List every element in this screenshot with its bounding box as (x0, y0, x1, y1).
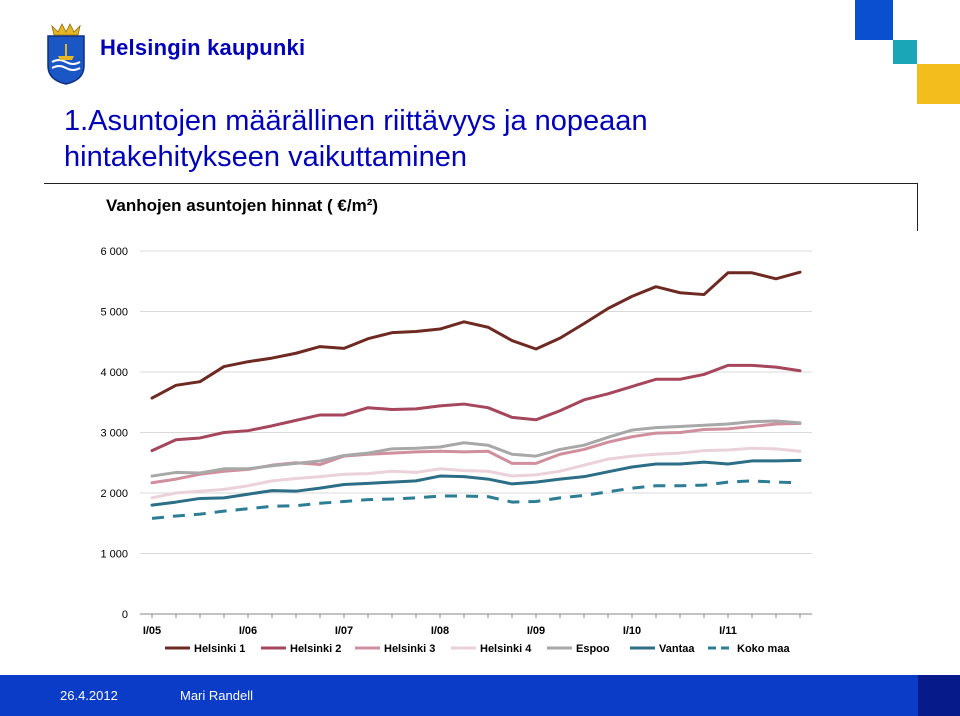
footer-corner (918, 675, 960, 716)
series-line-helsinki-4 (150, 446, 802, 500)
y-tick-label: 1 000 (100, 549, 128, 561)
legend-label: Helsinki 4 (480, 643, 532, 655)
series-line-helsinki-2 (150, 363, 802, 453)
y-tick-label: 0 (122, 609, 128, 621)
x-tick-label: I/08 (431, 625, 449, 637)
legend-label: Helsinki 2 (290, 643, 341, 655)
x-tick-label: I/06 (239, 625, 257, 637)
footer-date: 26.4.2012 (60, 688, 118, 703)
decor-square-blue (855, 0, 893, 40)
series-line-koko-maa (151, 479, 801, 520)
x-tick-label: I/11 (719, 625, 737, 637)
chart-title: Vanhojen asuntojen hinnat ( €/m²) (106, 196, 379, 215)
x-tick-label: I/05 (143, 625, 161, 637)
decor-square-teal (893, 40, 917, 64)
legend-label: Espoo (576, 643, 610, 655)
title-divider-right (917, 183, 918, 231)
decor-square-yellow (917, 64, 960, 104)
x-tick-label: I/07 (335, 625, 353, 637)
legend-label: Vantaa (659, 643, 695, 655)
footer-author: Mari Randell (180, 688, 253, 703)
slide-title-line2: hintakehitykseen vaikuttaminen (64, 141, 468, 173)
helsinki-crest-logo (47, 23, 85, 85)
y-tick-label: 3 000 (100, 428, 128, 440)
line-chart: 0 1 000 2 000 3 000 4 000 5 000 6 000 I/05 I/06 I… (100, 246, 812, 655)
series-line-helsinki-1 (150, 270, 802, 400)
slide-title: 1.Asuntojen määrällinen riittävyys ja no… (64, 103, 824, 175)
legend-label: Koko maa (737, 643, 790, 655)
legend-label: Helsinki 1 (194, 643, 245, 655)
series-line-vantaa (150, 458, 802, 507)
x-tick-label: I/09 (527, 625, 545, 637)
y-tick-label: 4 000 (100, 367, 128, 379)
series-line-espoo (150, 419, 802, 478)
legend-label: Helsinki 3 (384, 643, 435, 655)
slide-title-line1: 1.Asuntojen määrällinen riittävyys ja no… (64, 105, 648, 137)
brand-name: Helsingin kaupunki (100, 35, 306, 60)
footer-bar (0, 675, 960, 716)
y-tick-label: 5 000 (100, 307, 128, 319)
title-divider (44, 183, 918, 184)
x-tick-label: I/10 (623, 625, 641, 637)
y-tick-label: 6 000 (100, 246, 128, 258)
y-tick-label: 2 000 (100, 488, 128, 500)
